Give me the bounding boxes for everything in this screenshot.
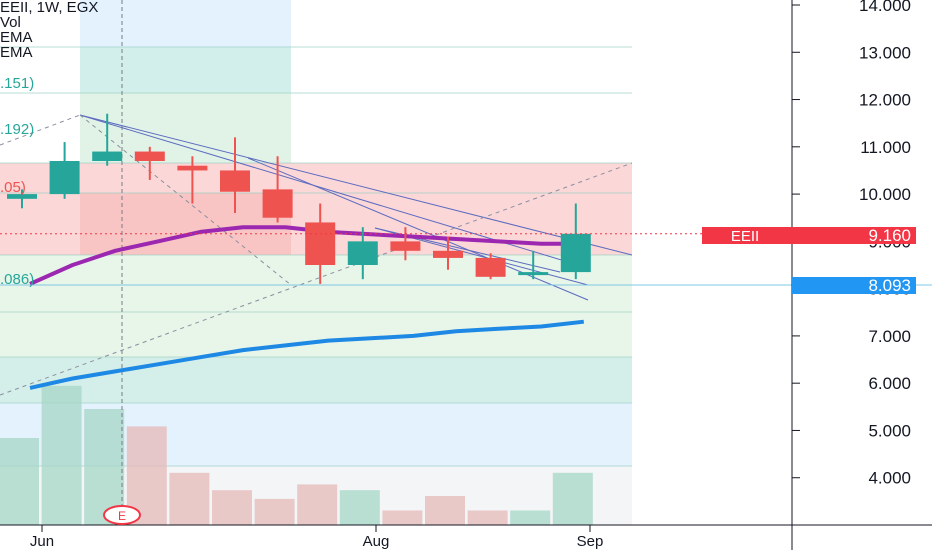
volume-bar [425, 496, 465, 525]
y-tick-label: 6.000 [868, 374, 911, 393]
candle-body [49, 161, 80, 195]
price-tag-symbol: EEII [731, 228, 759, 245]
candle-body [518, 272, 549, 276]
volume-bar [552, 472, 593, 525]
volume-bar [382, 510, 423, 525]
candle-body [475, 257, 506, 277]
fib-label: .192) [0, 121, 34, 138]
fib-label: .086) [0, 271, 34, 288]
candle-body [262, 189, 293, 218]
volume-bar [41, 385, 82, 525]
level-price-tag [792, 277, 916, 294]
x-tick-label: Aug [363, 533, 390, 550]
y-tick-label: 12.000 [859, 91, 911, 110]
y-tick-label: 4.000 [868, 469, 911, 488]
candle-body [7, 194, 37, 199]
candle-body [177, 165, 208, 171]
candle-body [433, 250, 463, 258]
fan-line-3 [247, 157, 589, 301]
fib-label: .05) [0, 179, 26, 196]
volume-bar [212, 490, 252, 525]
fib-label: .151) [0, 75, 34, 92]
volume-bar [0, 438, 39, 525]
volume-bar [467, 510, 508, 525]
zone-red-dark [80, 193, 291, 255]
level-tag-value: 8.093 [868, 276, 911, 295]
chart-legend: EEII, 1W, EGX Vol EMA EMA [0, 0, 98, 60]
candle-body [390, 241, 421, 251]
zone-teal-2 [0, 357, 632, 403]
candle-body [134, 151, 165, 162]
vol-label[interactable]: Vol [0, 14, 21, 31]
y-tick-label: 10.000 [859, 185, 911, 204]
diagonal-dashed [0, 162, 633, 396]
zone-green-1 [80, 93, 291, 163]
x-tick-label: Jun [30, 533, 54, 550]
candle-body [347, 241, 378, 266]
ema-slow-line [29, 319, 585, 390]
ema-label-fast[interactable]: EMA [0, 29, 33, 46]
trend-dashed-mid [79, 114, 292, 286]
last-price-tag [702, 227, 916, 244]
volume-bar [339, 490, 380, 525]
candle-body [305, 222, 336, 266]
candle-body [560, 233, 591, 273]
y-tick-label: 11.000 [860, 138, 911, 157]
volume-bar [254, 498, 295, 525]
candle-body [92, 151, 123, 162]
y-tick-label: 13.000 [859, 43, 911, 62]
candle-body [220, 170, 250, 192]
volume-bar [169, 472, 210, 525]
volume-bar [297, 484, 338, 525]
symbol-title[interactable]: EEII, 1W, EGX [0, 0, 99, 16]
y-tick-label: 5.000 [868, 421, 911, 440]
x-tick-label: Sep [577, 533, 604, 550]
ema-label-slow[interactable]: EMA [0, 44, 33, 61]
trend-dashed-left [0, 114, 81, 146]
event-marker [103, 505, 141, 525]
y-tick-label: 14.000 [859, 0, 911, 15]
y-tick-label: 7.000 [868, 327, 911, 346]
price-tag-value: 9.160 [868, 226, 911, 245]
volume-bar [510, 510, 551, 525]
event-marker-label: E [118, 509, 126, 523]
zone-teal-1 [80, 47, 291, 93]
fan-line-1 [79, 114, 633, 256]
